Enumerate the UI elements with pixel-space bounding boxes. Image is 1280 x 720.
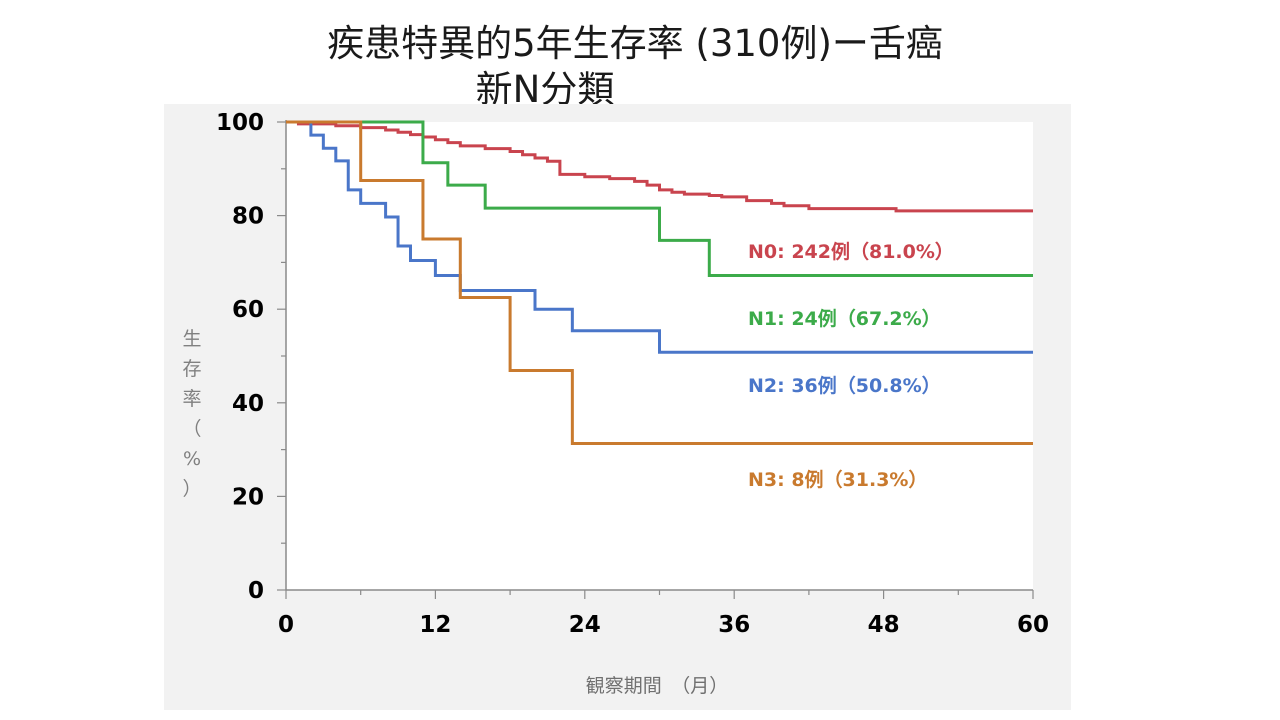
y-tick-label: 60 <box>232 297 264 323</box>
series-line-n1 <box>286 120 1033 278</box>
series-labels: N0: 242例（81.0%） N1: 24例（67.2%） N2: 36例（50.… <box>748 240 954 491</box>
x-tick-label: 60 <box>1017 612 1049 638</box>
x-tick-label: 12 <box>419 612 451 638</box>
y-tick-label: 40 <box>232 391 264 417</box>
series-label-n2: N2: 36例（50.8%） <box>748 374 941 397</box>
plot-area <box>286 122 1033 590</box>
x-axis-label: 観察期間 （月） <box>586 675 729 697</box>
x-tick-label: 24 <box>569 612 601 638</box>
series-line-n0 <box>286 120 1033 213</box>
series-label-n3: N3: 8例（31.3%） <box>748 468 927 491</box>
series-label-n0: N0: 242例（81.0%） <box>748 240 954 263</box>
axes <box>277 120 1034 599</box>
series-lines <box>286 120 1033 446</box>
x-tick-label: 0 <box>278 612 294 638</box>
series-line-n3 <box>286 120 1033 446</box>
chart-subtitle: 新N分類 <box>475 68 615 111</box>
y-tick-label: 100 <box>216 110 264 136</box>
y-tick-label: 0 <box>248 578 264 604</box>
chart-title: 疾患特異的5年生存率 (310例)ー舌癌 <box>327 22 943 65</box>
y-tick-label: 80 <box>232 204 264 230</box>
y-axis-label: 生存率（%） <box>182 328 201 500</box>
x-tick-label: 36 <box>718 612 750 638</box>
series-line-n2 <box>286 120 1033 354</box>
y-tick-label: 20 <box>232 484 264 510</box>
x-tick-label: 48 <box>868 612 900 638</box>
series-label-n1: N1: 24例（67.2%） <box>748 307 941 330</box>
axis-text: 0 20 40 60 80 100 0 12 24 36 48 60 観察期間 （月） 生存率（%） <box>182 110 1049 697</box>
